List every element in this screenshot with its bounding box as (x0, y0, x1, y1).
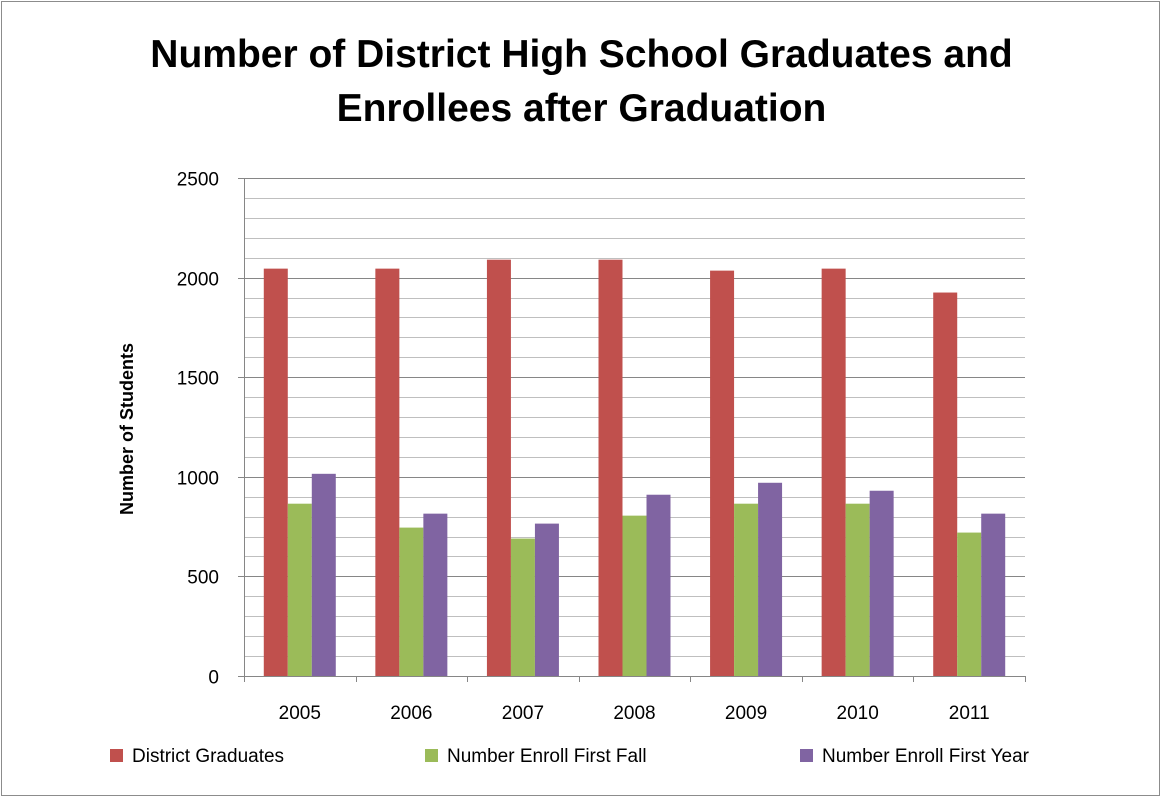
bar (399, 527, 424, 676)
y-tick-label: 1500 (177, 369, 219, 390)
bar (486, 259, 511, 676)
legend-swatch (800, 749, 813, 762)
y-tick-label: 2000 (177, 270, 219, 291)
bar (263, 268, 288, 676)
bar (845, 503, 870, 676)
chart-title: Number of District High School Graduates… (0, 28, 1163, 136)
legend-swatch (110, 749, 123, 762)
bar (598, 259, 623, 676)
bar (869, 490, 894, 676)
bar (375, 268, 400, 676)
bar (534, 523, 559, 676)
y-tick-label: 2500 (177, 170, 219, 191)
bar (758, 482, 783, 676)
bars (263, 259, 1006, 676)
bar (622, 515, 647, 676)
bar (510, 538, 535, 676)
bar (646, 494, 671, 676)
legend-label: Number Enroll First Fall (447, 746, 647, 767)
bar (710, 270, 735, 676)
x-tick-label: 2010 (837, 703, 879, 724)
x-tick-label: 2007 (502, 703, 544, 724)
axes (244, 178, 1025, 677)
bar (287, 503, 312, 676)
bar (957, 532, 982, 676)
y-tick-label: 1000 (177, 469, 219, 490)
bar (981, 513, 1006, 676)
y-axis-label: Number of Students (117, 343, 137, 515)
y-tick-label: 500 (187, 568, 219, 589)
x-tick-label: 2009 (725, 703, 767, 724)
y-axis-ticks: 0 500 1000 1500 2000 2500 (177, 170, 244, 689)
x-tick-label: 2011 (949, 703, 990, 724)
x-tick-label: 2005 (279, 703, 321, 724)
chart-title-line-1: Number of District High School Graduates… (150, 33, 1013, 76)
bar (423, 513, 448, 676)
legend-swatch (425, 749, 438, 762)
x-axis-ticks: 2005 2006 2007 2008 2009 2010 2011 (244, 676, 1026, 724)
chart-title-line-2: Enrollees after Graduation (336, 87, 827, 130)
bar (311, 473, 336, 676)
y-tick-label: 0 (208, 668, 219, 689)
bar (734, 503, 759, 676)
legend: District Graduates Number Enroll First Fa… (110, 746, 1030, 767)
legend-label: District Graduates (132, 746, 284, 767)
bar (933, 292, 958, 676)
x-tick-label: 2008 (613, 703, 655, 724)
legend-label: Number Enroll First Year (822, 746, 1030, 767)
x-tick-label: 2006 (390, 703, 432, 724)
bar (821, 268, 846, 676)
